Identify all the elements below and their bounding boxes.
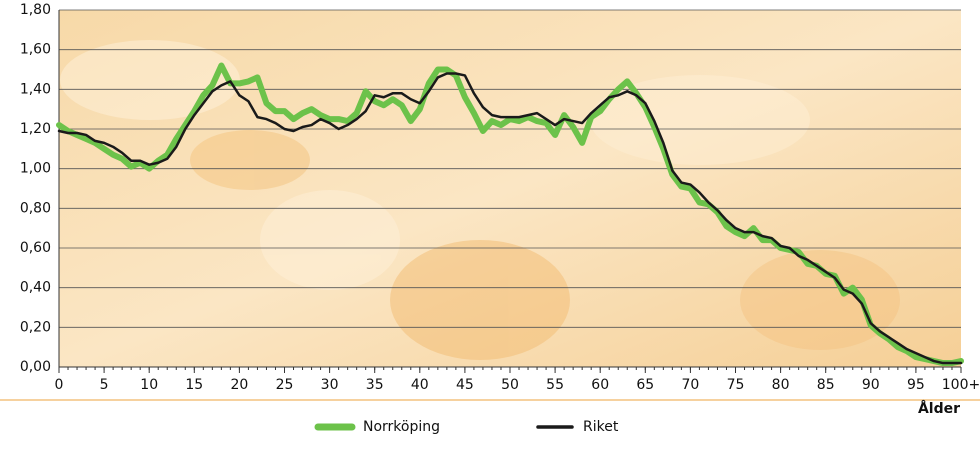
x-tick-label: 90 xyxy=(862,377,880,393)
x-axis-label: Ålder xyxy=(918,400,960,417)
y-tick-label: 0,80 xyxy=(20,200,51,216)
x-tick-label: 60 xyxy=(591,377,609,393)
x-tick-label: 15 xyxy=(185,377,203,393)
x-tick-label: 10 xyxy=(140,377,158,393)
x-tick-label: 45 xyxy=(456,377,474,393)
y-tick-label: 0,00 xyxy=(20,359,51,375)
x-tick-label: 100+ xyxy=(942,377,980,393)
x-tick-label: 50 xyxy=(501,377,519,393)
plot-background xyxy=(59,10,961,367)
y-tick-label: 1,00 xyxy=(20,161,51,177)
x-tick-label: 70 xyxy=(681,377,699,393)
y-tick-label: 1,40 xyxy=(20,81,51,97)
x-tick-label: 40 xyxy=(411,377,429,393)
x-tick-label: 5 xyxy=(100,377,109,393)
series-line xyxy=(57,72,963,365)
x-tick-label: 95 xyxy=(907,377,925,393)
y-tick-label: 0,60 xyxy=(20,240,51,256)
x-tick-label: 20 xyxy=(230,377,248,393)
series-line xyxy=(56,62,964,367)
x-tick-label: 75 xyxy=(727,377,745,393)
background-texture xyxy=(60,40,900,360)
x-tick-label: 30 xyxy=(321,377,339,393)
x-tick-label: 55 xyxy=(546,377,564,393)
x-tick-label: 35 xyxy=(366,377,384,393)
legend-label: Riket xyxy=(583,419,619,435)
y-tick-label: 0,40 xyxy=(20,280,51,296)
y-tick-label: 0,20 xyxy=(20,319,51,335)
x-tick-label: 80 xyxy=(772,377,790,393)
y-tick-label: 1,60 xyxy=(20,42,51,58)
x-tick-label: 25 xyxy=(276,377,294,393)
x-tick-label: 85 xyxy=(817,377,835,393)
x-tick-label: 0 xyxy=(55,377,64,393)
legend-label: Norrköping xyxy=(363,419,440,435)
y-tick-label: 1,80 xyxy=(20,2,51,18)
y-tick-label: 1,20 xyxy=(20,121,51,137)
x-tick-label: 65 xyxy=(636,377,654,393)
